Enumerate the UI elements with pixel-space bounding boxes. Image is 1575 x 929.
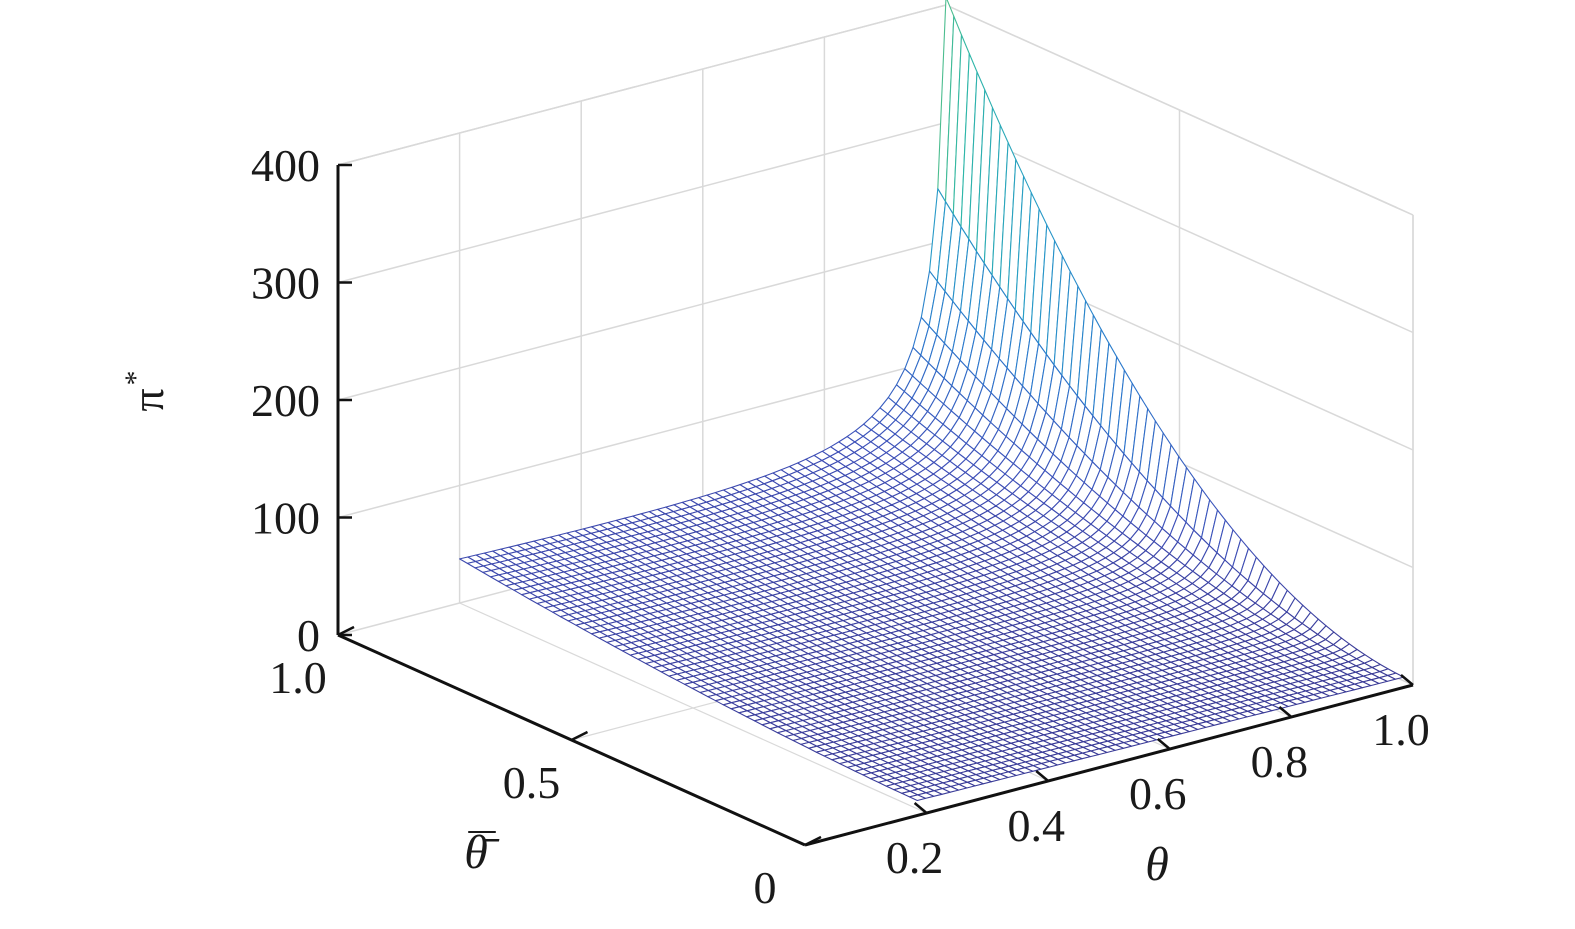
grid-line bbox=[337, 356, 947, 519]
x-tick bbox=[1278, 706, 1293, 718]
z-tick-label: 200 bbox=[251, 375, 320, 426]
x-tick-label: 0.2 bbox=[886, 832, 944, 883]
grid-line bbox=[337, 121, 947, 284]
x-tick-label: 0.4 bbox=[1007, 800, 1065, 851]
z-tick-label: 400 bbox=[251, 140, 320, 191]
y-tick bbox=[570, 730, 589, 742]
x-tick-label: 1.0 bbox=[1372, 704, 1430, 755]
z-axis-label: π * bbox=[119, 371, 173, 412]
x-tick bbox=[1156, 738, 1171, 750]
grid-line bbox=[945, 121, 1414, 334]
y-tick-label: 1.0 bbox=[269, 652, 327, 703]
x-axis-label: θ bbox=[1145, 838, 1169, 891]
z-axis-label-superscript: * bbox=[119, 371, 152, 386]
x-tick bbox=[1400, 674, 1414, 686]
x-axis-line bbox=[804, 683, 1414, 847]
z-tick-label: 100 bbox=[251, 493, 320, 544]
ticks bbox=[337, 163, 1414, 847]
grid-line bbox=[337, 239, 947, 401]
x-tick-label: 0.6 bbox=[1129, 768, 1187, 819]
x-tick bbox=[913, 802, 928, 814]
y-tick-label: 0 bbox=[754, 862, 777, 913]
y-tick-label: 0.5 bbox=[503, 757, 561, 808]
surface-cell bbox=[908, 794, 927, 802]
z-tick-label: 300 bbox=[251, 258, 320, 309]
x-tick bbox=[1035, 770, 1050, 782]
grid-line bbox=[337, 4, 1414, 216]
y-tick bbox=[804, 835, 822, 847]
y-axis-label: θ̄ bbox=[464, 826, 500, 879]
y-tick bbox=[337, 625, 355, 637]
y-axis-label-text: θ̄ bbox=[464, 826, 500, 879]
x-tick-label: 0.8 bbox=[1251, 736, 1309, 787]
z-tick-label: 0 bbox=[297, 610, 320, 661]
z-axis-label-text: π bbox=[122, 388, 173, 411]
surface-mesh bbox=[459, 0, 1405, 802]
